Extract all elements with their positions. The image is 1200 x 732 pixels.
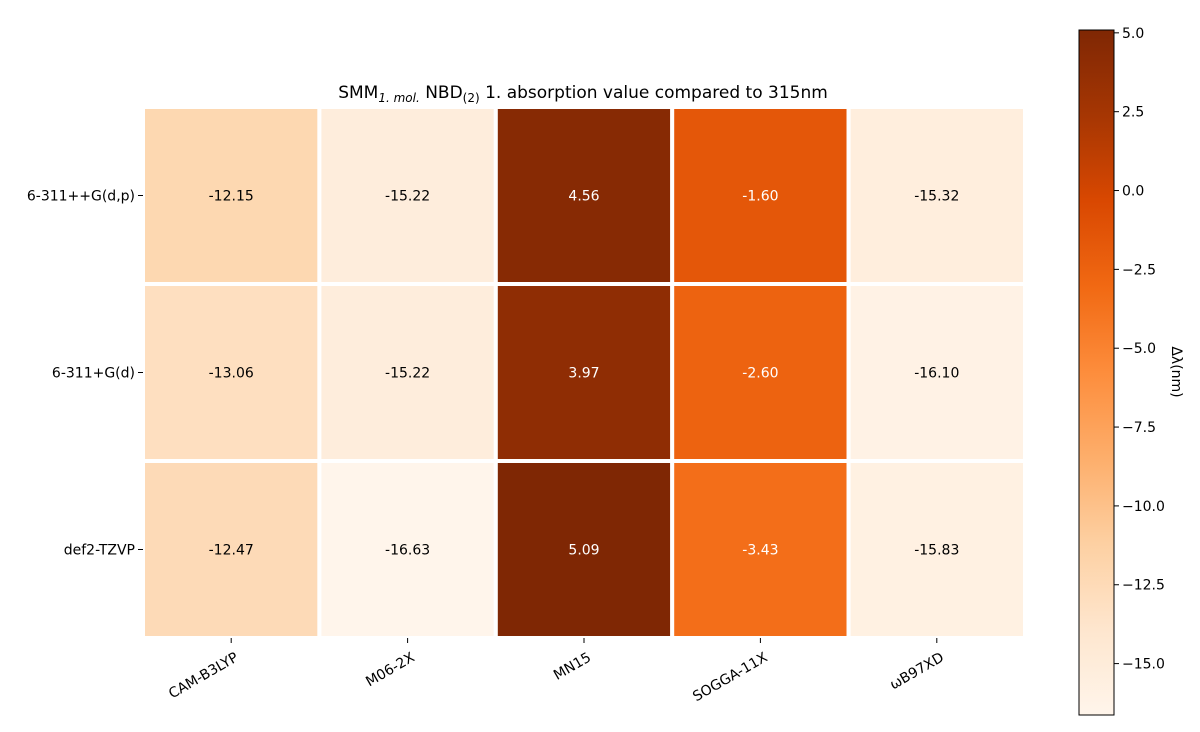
cell-value-label: -12.15	[209, 189, 254, 205]
colorbar-label: Δλ(nm)	[1168, 346, 1184, 397]
title-rest: 1. absorption value compared to 315nm	[480, 83, 828, 103]
colorbar-tick-label: −12.5	[1122, 578, 1165, 594]
heatmap-cell	[670, 459, 851, 640]
colorbar-tick-label: −5.0	[1122, 341, 1156, 357]
x-tick-label: SOGGA-11X	[690, 649, 771, 705]
colorbar-tick-label: 5.0	[1122, 26, 1144, 42]
colorbar-tick-label: −10.0	[1122, 499, 1165, 515]
heatmap-cell	[317, 105, 498, 286]
title-main-sub: 1. mol.	[378, 91, 419, 105]
chart-title: SMM1. mol. NBD(2) 1. absorption value co…	[338, 83, 828, 105]
colorbar: 5.0 2.5 0.0 −2.5 −5.0 −7.5 −10.0 −12.5 −15.0 Δλ(n…	[1078, 26, 1184, 716]
cell-value-label: -3.43	[742, 543, 778, 559]
colorbar-tick-label: 0.0	[1122, 184, 1144, 200]
cell-value-label: -16.63	[385, 543, 430, 559]
cell-value-label: -1.60	[742, 189, 778, 205]
x-tick-label: MN15	[551, 650, 594, 684]
y-tick-label: 6-311+G(d)	[52, 366, 135, 382]
cell-value-label: -15.22	[385, 366, 430, 382]
cell-value-label: -16.10	[914, 366, 959, 382]
heatmap-cell	[493, 282, 675, 463]
heatmap-cell	[846, 282, 1027, 463]
title-middle-sub: (2)	[463, 91, 480, 105]
cell-value-label: 5.09	[568, 543, 599, 559]
y-tick-label: def2-TZVP	[64, 543, 135, 559]
heatmap-cells: -12.15 -15.22 4.56 -1.60 -15.32 -13.06 -15.22 3…	[141, 105, 1027, 640]
cell-value-label: -13.06	[209, 366, 254, 382]
x-tick-label: ωB97XD	[887, 650, 947, 694]
heatmap-cell	[317, 459, 498, 640]
x-axis: CAM-B3LYP M06-2X MN15 SOGGA-11X ωB97XD	[166, 638, 947, 705]
y-tick-label: 6-311++G(d,p)	[27, 189, 135, 205]
cell-value-label: 3.97	[568, 366, 599, 382]
cell-value-label: 4.56	[568, 189, 599, 205]
cell-value-label: -15.32	[914, 189, 959, 205]
x-tick-label: CAM-B3LYP	[166, 650, 241, 703]
title-main: SMM	[338, 83, 378, 103]
y-axis: 6-311++G(d,p) 6-311+G(d) def2-TZVP	[27, 189, 143, 559]
heatmap-cell	[141, 105, 322, 286]
x-tick-label: M06-2X	[363, 649, 418, 690]
colorbar-tick-label: 2.5	[1122, 105, 1144, 121]
colorbar-tick-label: −2.5	[1122, 262, 1156, 278]
cell-value-label: -12.47	[209, 543, 254, 559]
title-middle: NBD	[420, 83, 463, 103]
colorbar-tick-label: −7.5	[1122, 420, 1156, 436]
cell-value-label: -15.22	[385, 189, 430, 205]
colorbar-gradient	[1078, 29, 1115, 716]
cell-value-label: -2.60	[742, 366, 778, 382]
colorbar-tick-label: −15.0	[1122, 657, 1165, 673]
cell-value-label: -15.83	[914, 543, 959, 559]
